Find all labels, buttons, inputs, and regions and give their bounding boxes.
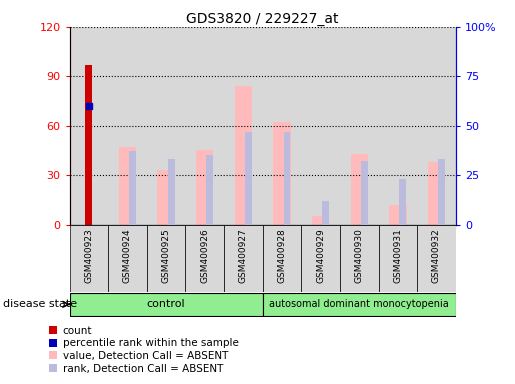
Text: GSM400924: GSM400924 <box>123 228 132 283</box>
FancyBboxPatch shape <box>108 225 147 292</box>
FancyBboxPatch shape <box>379 225 417 292</box>
Bar <box>340 27 379 225</box>
Bar <box>224 27 263 225</box>
Bar <box>158 170 175 225</box>
FancyBboxPatch shape <box>70 225 108 292</box>
Text: GSM400927: GSM400927 <box>239 228 248 283</box>
FancyBboxPatch shape <box>340 225 379 292</box>
Bar <box>273 122 290 225</box>
Bar <box>185 27 224 225</box>
Bar <box>85 65 92 225</box>
Bar <box>417 27 456 225</box>
Bar <box>245 132 252 225</box>
Text: disease state: disease state <box>3 299 77 310</box>
FancyBboxPatch shape <box>263 225 301 292</box>
Bar <box>147 27 185 225</box>
Bar <box>206 156 213 225</box>
Text: GSM400923: GSM400923 <box>84 228 93 283</box>
Bar <box>379 27 417 225</box>
Bar <box>263 27 301 225</box>
FancyBboxPatch shape <box>70 293 263 316</box>
Text: GSM400929: GSM400929 <box>316 228 325 283</box>
Text: control: control <box>147 299 185 310</box>
FancyBboxPatch shape <box>301 225 340 292</box>
Bar <box>235 86 252 225</box>
Bar <box>301 27 340 225</box>
Bar <box>283 132 290 225</box>
FancyBboxPatch shape <box>224 225 263 292</box>
FancyBboxPatch shape <box>263 293 456 316</box>
FancyBboxPatch shape <box>185 225 224 292</box>
Bar <box>428 162 445 225</box>
Text: GSM400925: GSM400925 <box>162 228 170 283</box>
Bar <box>70 27 108 225</box>
Text: GSM400931: GSM400931 <box>393 228 402 283</box>
FancyBboxPatch shape <box>417 225 456 292</box>
Bar <box>361 161 368 225</box>
FancyBboxPatch shape <box>147 225 185 292</box>
Bar <box>312 217 329 225</box>
Title: GDS3820 / 229227_at: GDS3820 / 229227_at <box>186 12 339 26</box>
Text: GSM400928: GSM400928 <box>278 228 286 283</box>
Bar <box>322 201 329 225</box>
Bar <box>119 147 136 225</box>
Bar <box>108 27 147 225</box>
Bar <box>389 205 406 225</box>
Legend: count, percentile rank within the sample, value, Detection Call = ABSENT, rank, : count, percentile rank within the sample… <box>49 326 238 374</box>
Bar <box>129 151 136 225</box>
Bar <box>196 151 213 225</box>
Bar <box>400 179 406 225</box>
Bar <box>438 159 445 225</box>
Text: GSM400932: GSM400932 <box>432 228 441 283</box>
Text: GSM400930: GSM400930 <box>355 228 364 283</box>
Bar <box>167 159 175 225</box>
Text: autosomal dominant monocytopenia: autosomal dominant monocytopenia <box>269 299 449 310</box>
Bar <box>351 154 368 225</box>
Text: GSM400926: GSM400926 <box>200 228 209 283</box>
